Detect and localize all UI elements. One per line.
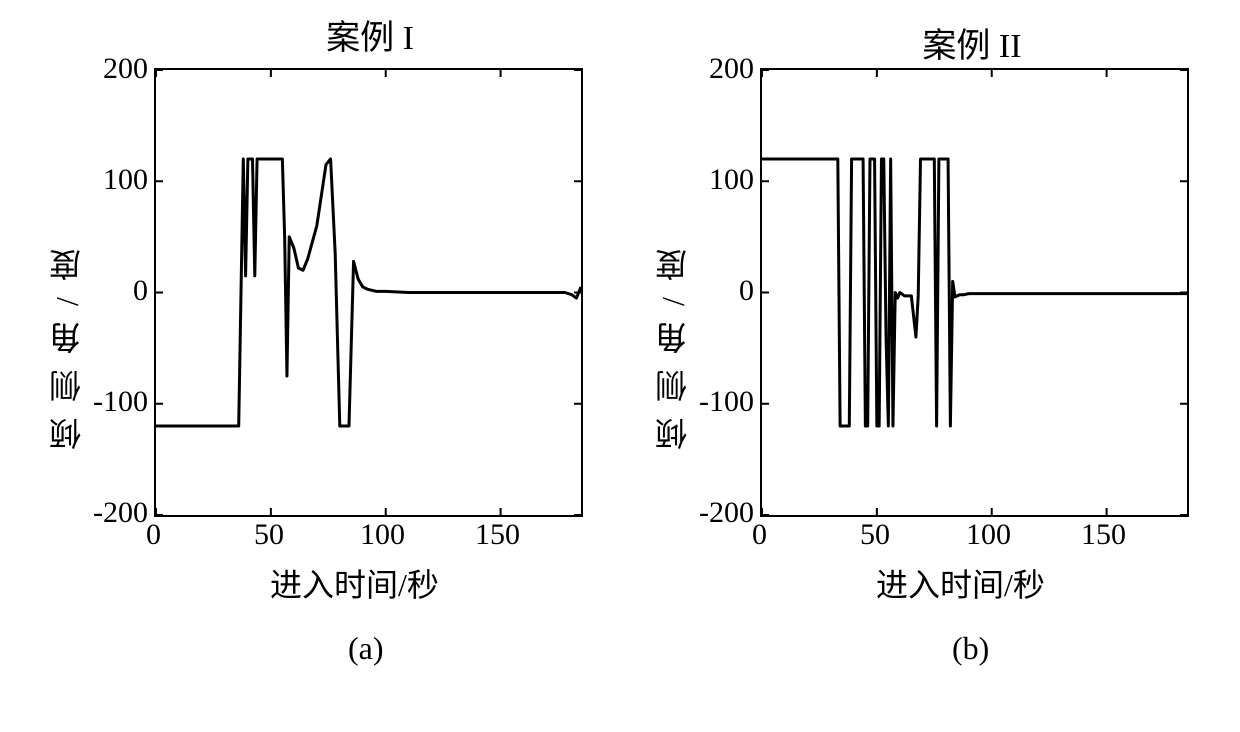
panel-a-svg [156,70,581,515]
ytick-label: 100 [709,163,754,197]
panel-a-plot-area [154,68,583,517]
xtick-label: 150 [475,518,520,552]
ytick-label: -100 [699,385,754,419]
xtick-label: 100 [360,518,405,552]
panel-b-sublabel: (b) [952,630,989,667]
panel-a-ylabel: 倾 侧 角 / 度 [44,130,90,450]
panel-b-plot-area [760,68,1189,517]
panel-b-ylabel: 倾 侧 角 / 度 [650,130,696,450]
panel-a-xlabel: 进入时间/秒 [270,560,439,606]
ytick-label: 200 [103,52,148,86]
ytick-label: 0 [739,274,754,308]
panel-b-xlabel: 进入时间/秒 [876,560,1045,606]
ytick-label: -200 [699,496,754,530]
xtick-label: 50 [860,518,890,552]
xtick-label: 100 [966,518,1011,552]
figure-root: 案例 I 倾 侧 角 / 度 进入时间/秒 (a) 200 100 0 -100… [0,0,1240,732]
xtick-label: 150 [1081,518,1126,552]
xtick-label: 0 [146,518,161,552]
ytick-label: 200 [709,52,754,86]
ytick-label: 0 [133,274,148,308]
panel-a-sublabel: (a) [348,630,384,667]
ytick-label: 100 [103,163,148,197]
ytick-label: -100 [93,385,148,419]
panel-b-title: 案例 II [862,18,1082,67]
panel-b-svg [762,70,1187,515]
ytick-label: -200 [93,496,148,530]
panel-a-title: 案例 I [260,10,480,59]
xtick-label: 0 [752,518,767,552]
xtick-label: 50 [254,518,284,552]
